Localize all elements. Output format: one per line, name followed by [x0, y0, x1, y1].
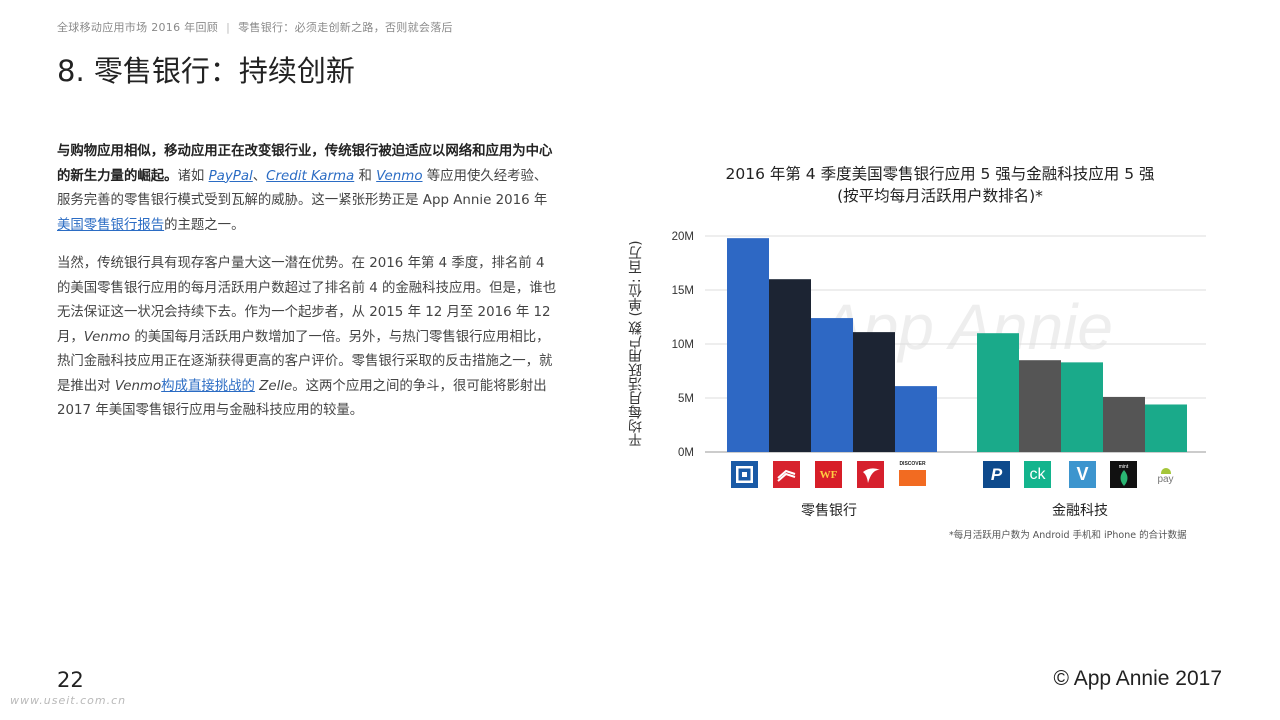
page-number: 22: [57, 668, 84, 692]
discover-logo-text: DISCOVER: [899, 461, 926, 467]
discover-logo-bar: [899, 470, 926, 486]
text-span: 诸如: [177, 168, 209, 184]
wells-fargo-logo-icon: WF: [815, 461, 842, 488]
y-tick-label: 0M: [678, 447, 694, 459]
bar-wells-fargo: [811, 318, 853, 452]
zelle-italic: Zelle: [259, 378, 293, 394]
android-pay-logo-icon: pay: [1152, 461, 1179, 488]
paragraph-1: 与购物应用相似，移动应用正在改变银行业，传统银行被迫适应以网络和应用为中心的新生…: [57, 140, 557, 238]
group-label-fintech: 金融科技: [1052, 503, 1108, 519]
text-span: 、: [252, 168, 267, 184]
direct-challenge-link[interactable]: 构成直接挑战的: [161, 378, 255, 394]
bank-of-america-logo-icon: [773, 461, 800, 488]
credit-karma-link[interactable]: Credit Karma: [266, 168, 355, 184]
venmo-link[interactable]: Venmo: [376, 168, 423, 184]
chart-footnote: *每月活跃用户数为 Android 手机和 iPhone 的合计数据: [949, 530, 1187, 541]
mint-logo-icon: mint: [1110, 461, 1137, 488]
venmo-logo-icon: V: [1069, 461, 1096, 488]
bar-android-pay: [1145, 404, 1187, 452]
bar-mint: [1103, 396, 1145, 452]
text-span: 的主题之一。: [164, 217, 245, 233]
paragraph-2: 当然，传统银行具有现存客户量大这一潜在优势。在 2016 年第 4 季度，排名前…: [57, 252, 557, 424]
group-label-retail-banking: 零售银行: [801, 503, 857, 519]
text-span: 和: [354, 168, 377, 184]
discover-logo-icon: DISCOVER: [899, 461, 926, 488]
lead-sentence: 与购物应用相似，移动应用正在改变银行业，传统银行被迫适应以网络和应用为中心的新生…: [57, 144, 553, 184]
paypal-logo-icon: P: [983, 461, 1010, 488]
y-tick-label: 10M: [672, 339, 694, 351]
chart-title: 2016 年第 4 季度美国零售银行应用 5 强与金融科技应用 5 强: [725, 165, 1155, 183]
bar-discover: [895, 386, 937, 452]
paypal-logo-text: P: [990, 464, 1003, 484]
credit-karma-logo-icon: ck: [1024, 461, 1051, 488]
venmo-italic-2: Venmo: [114, 378, 162, 394]
paypal-link[interactable]: PayPal: [208, 168, 253, 184]
breadcrumb: 全球移动应用市场 2016 年回顾 | 零售银行：必须走创新之路，否则就会落后: [57, 19, 453, 35]
venmo-italic: Venmo: [83, 329, 131, 345]
watermark-url: www.useit.com.cn: [10, 694, 127, 707]
breadcrumb-main: 全球移动应用市场 2016 年回顾: [57, 21, 219, 34]
chart-subtitle: (按平均每月活跃用户数排名)*: [837, 187, 1043, 205]
bar-chase: [727, 238, 769, 452]
chase-logo-icon: [731, 461, 758, 488]
breadcrumb-section: 零售银行：必须走创新之路，否则就会落后: [238, 21, 453, 34]
y-tick-label: 15M: [672, 285, 694, 297]
text-span: 的美国每月活跃用户数增加了一倍。另外，与热门零售银行应用相比，热门金融科技应用正…: [57, 329, 553, 394]
wells-fargo-logo-text: WF: [819, 468, 838, 481]
text-span: 。这两个应用之间的争斗，很可能将影射出 2017 年美国零售银行应用与金融科技应…: [57, 378, 547, 419]
credit-karma-logo-text: ck: [1029, 465, 1046, 483]
body-text: 与购物应用相似，移动应用正在改变银行业，传统银行被迫适应以网络和应用为中心的新生…: [57, 140, 557, 438]
bar-venmo: [1061, 362, 1103, 452]
bar-capital-one: [853, 332, 895, 452]
retail-banking-report-link[interactable]: 美国零售银行报告: [57, 217, 165, 233]
page-title: 8. 零售银行：持续创新: [57, 54, 355, 88]
text-span: 等应用使久经考验、服务完善的零售银行模式受到瓦解的威胁。这一紧张形势正是 App…: [57, 168, 548, 209]
venmo-logo-text: V: [1076, 464, 1089, 484]
capital-one-logo-icon: [857, 461, 884, 488]
bar-credit-karma: [1019, 360, 1061, 452]
bar-paypal: [977, 333, 1019, 452]
y-tick-label: 5M: [678, 393, 694, 405]
android-pay-logo-text: pay: [1157, 474, 1174, 485]
mint-logo-text: mint: [1118, 463, 1129, 470]
y-tick-label: 20M: [672, 231, 694, 243]
text-span: 当然，传统银行具有现存客户量大这一潜在优势。在 2016 年第 4 季度，排名前…: [57, 256, 557, 345]
copyright: © App Annie 2017: [1053, 667, 1222, 690]
bar-bank-of-america: [769, 279, 811, 452]
breadcrumb-separator: |: [226, 21, 231, 34]
chart-title-block: 2016 年第 4 季度美国零售银行应用 5 强与金融科技应用 5 强 (按平均…: [640, 163, 1240, 207]
